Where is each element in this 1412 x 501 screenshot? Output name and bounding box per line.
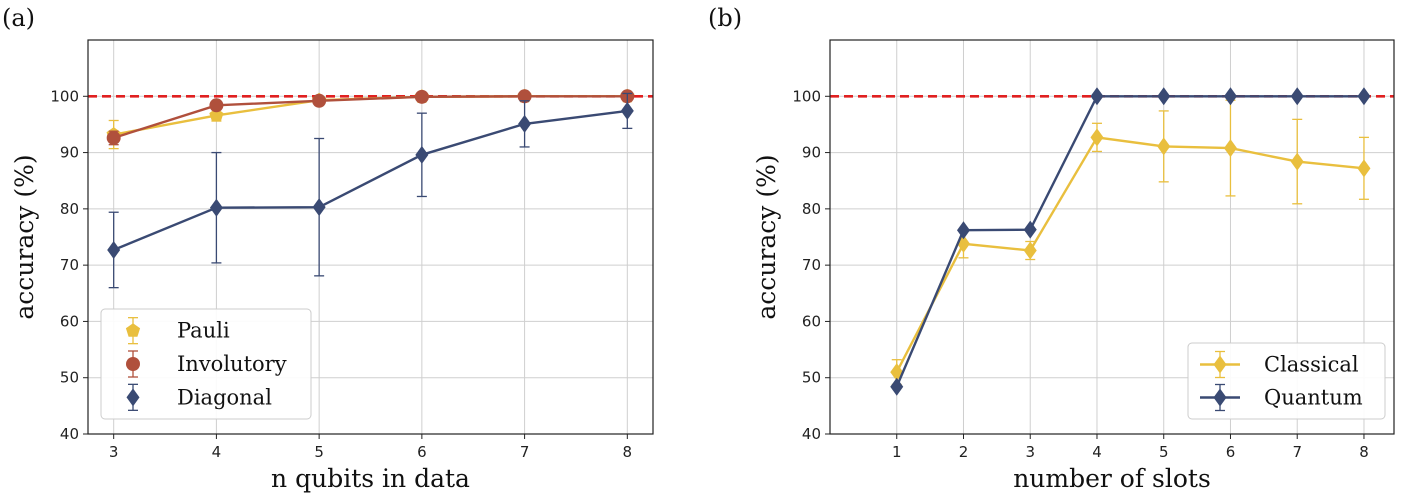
x-tick-label: 6 [417, 443, 427, 461]
data-point [1157, 87, 1171, 106]
legend-label: Classical [1264, 353, 1359, 377]
data-point [209, 198, 223, 217]
legend-entry-classical: Classical [1200, 350, 1359, 379]
x-tick-label: 8 [1359, 443, 1369, 461]
y-tick-label: 80 [802, 200, 821, 218]
data-point [1023, 220, 1037, 239]
x-tick-label: 7 [520, 443, 530, 461]
x-tick-label: 4 [212, 443, 222, 461]
data-point [107, 240, 121, 259]
y-tick-label: 90 [802, 144, 821, 162]
data-point [1090, 87, 1104, 106]
y-axis-label: accuracy (%) [752, 154, 781, 319]
legend-marker [1213, 388, 1227, 407]
data-point [956, 221, 970, 240]
y-tick-label: 40 [802, 425, 821, 443]
legend-entry-quantum: Quantum [1200, 383, 1363, 412]
series-diagonal [107, 92, 634, 289]
legend-marker [125, 323, 141, 337]
legend: Pauli Involutory Diagonal [100, 308, 312, 420]
y-tick-label: 50 [802, 369, 821, 387]
data-point [1223, 139, 1237, 158]
panel-label: (a) [2, 4, 35, 32]
x-axis-label: number of slots [1013, 464, 1211, 493]
data-point [620, 101, 634, 120]
data-point [1157, 137, 1171, 156]
x-tick-label: 3 [1025, 443, 1035, 461]
legend-entry-pauli: Pauli [125, 317, 230, 345]
legend-label: Quantum [1264, 386, 1363, 410]
series-line [895, 95, 1364, 388]
data-point [414, 89, 429, 104]
data-point [106, 130, 121, 145]
series-line [113, 95, 628, 140]
y-tick-label: 40 [60, 425, 79, 443]
x-tick-label: 6 [1226, 443, 1236, 461]
data-point [1357, 159, 1371, 178]
legend-marker [126, 388, 140, 407]
legend: Classical Quantum [1187, 342, 1386, 420]
data-point [209, 98, 224, 113]
legend-marker [1213, 355, 1227, 374]
legend-entry-involutory: Involutory [126, 350, 287, 378]
legend-label: Pauli [177, 319, 230, 343]
legend-marker [126, 357, 140, 371]
data-point [1223, 87, 1237, 106]
plot-frame [829, 39, 1395, 435]
data-point [890, 377, 904, 396]
data-point [1023, 241, 1037, 260]
series-line [895, 136, 1365, 373]
legend-label: Diagonal [177, 385, 272, 409]
x-tick-label: 7 [1292, 443, 1302, 461]
y-axis-label: accuracy (%) [10, 154, 39, 319]
y-tick-label: 100 [792, 87, 821, 105]
y-tick-label: 100 [50, 87, 79, 105]
chart-panel-a: 40 50 60 70 80 90 100 3 4 5 6 7 8 n qubits in data acc… [2, 4, 654, 493]
x-tick-label: 1 [892, 443, 902, 461]
legend-label: Involutory [177, 352, 287, 376]
y-tick-label: 60 [802, 312, 821, 330]
data-point [1090, 128, 1104, 147]
y-tick-label: 70 [802, 256, 821, 274]
y-tick-label: 90 [60, 144, 79, 162]
x-tick-label: 4 [1092, 443, 1102, 461]
data-point [1290, 152, 1304, 171]
series-quantum [890, 87, 1371, 396]
y-tick-label: 60 [60, 312, 79, 330]
y-tick-label: 80 [60, 200, 79, 218]
x-tick-label: 5 [1159, 443, 1169, 461]
series-involutory [106, 89, 635, 146]
y-tick-label: 50 [60, 369, 79, 387]
panel-label: (b) [708, 4, 742, 32]
y-tick-label: 70 [60, 256, 79, 274]
x-tick-label: 8 [623, 443, 633, 461]
series-line [113, 109, 628, 252]
data-point [415, 145, 429, 164]
x-axis-label: n qubits in data [271, 464, 470, 493]
data-point [1357, 87, 1371, 106]
x-tick-label: 3 [109, 443, 119, 461]
data-point [312, 93, 327, 108]
data-point [312, 198, 326, 217]
legend-box [100, 308, 312, 420]
data-point [518, 114, 532, 133]
plot-frame [87, 39, 654, 435]
series-line [113, 95, 628, 136]
data-point [517, 89, 532, 104]
series-classical [890, 99, 1371, 386]
chart-panel-b: 40 50 60 70 80 90 100 1 2 3 4 5 6 7 8 number of slots ac… [708, 4, 1395, 493]
x-tick-label: 5 [314, 443, 324, 461]
x-tick-label: 2 [959, 443, 969, 461]
legend-box [1187, 342, 1386, 420]
data-point [1290, 87, 1304, 106]
legend-entry-diagonal: Diagonal [126, 383, 272, 411]
